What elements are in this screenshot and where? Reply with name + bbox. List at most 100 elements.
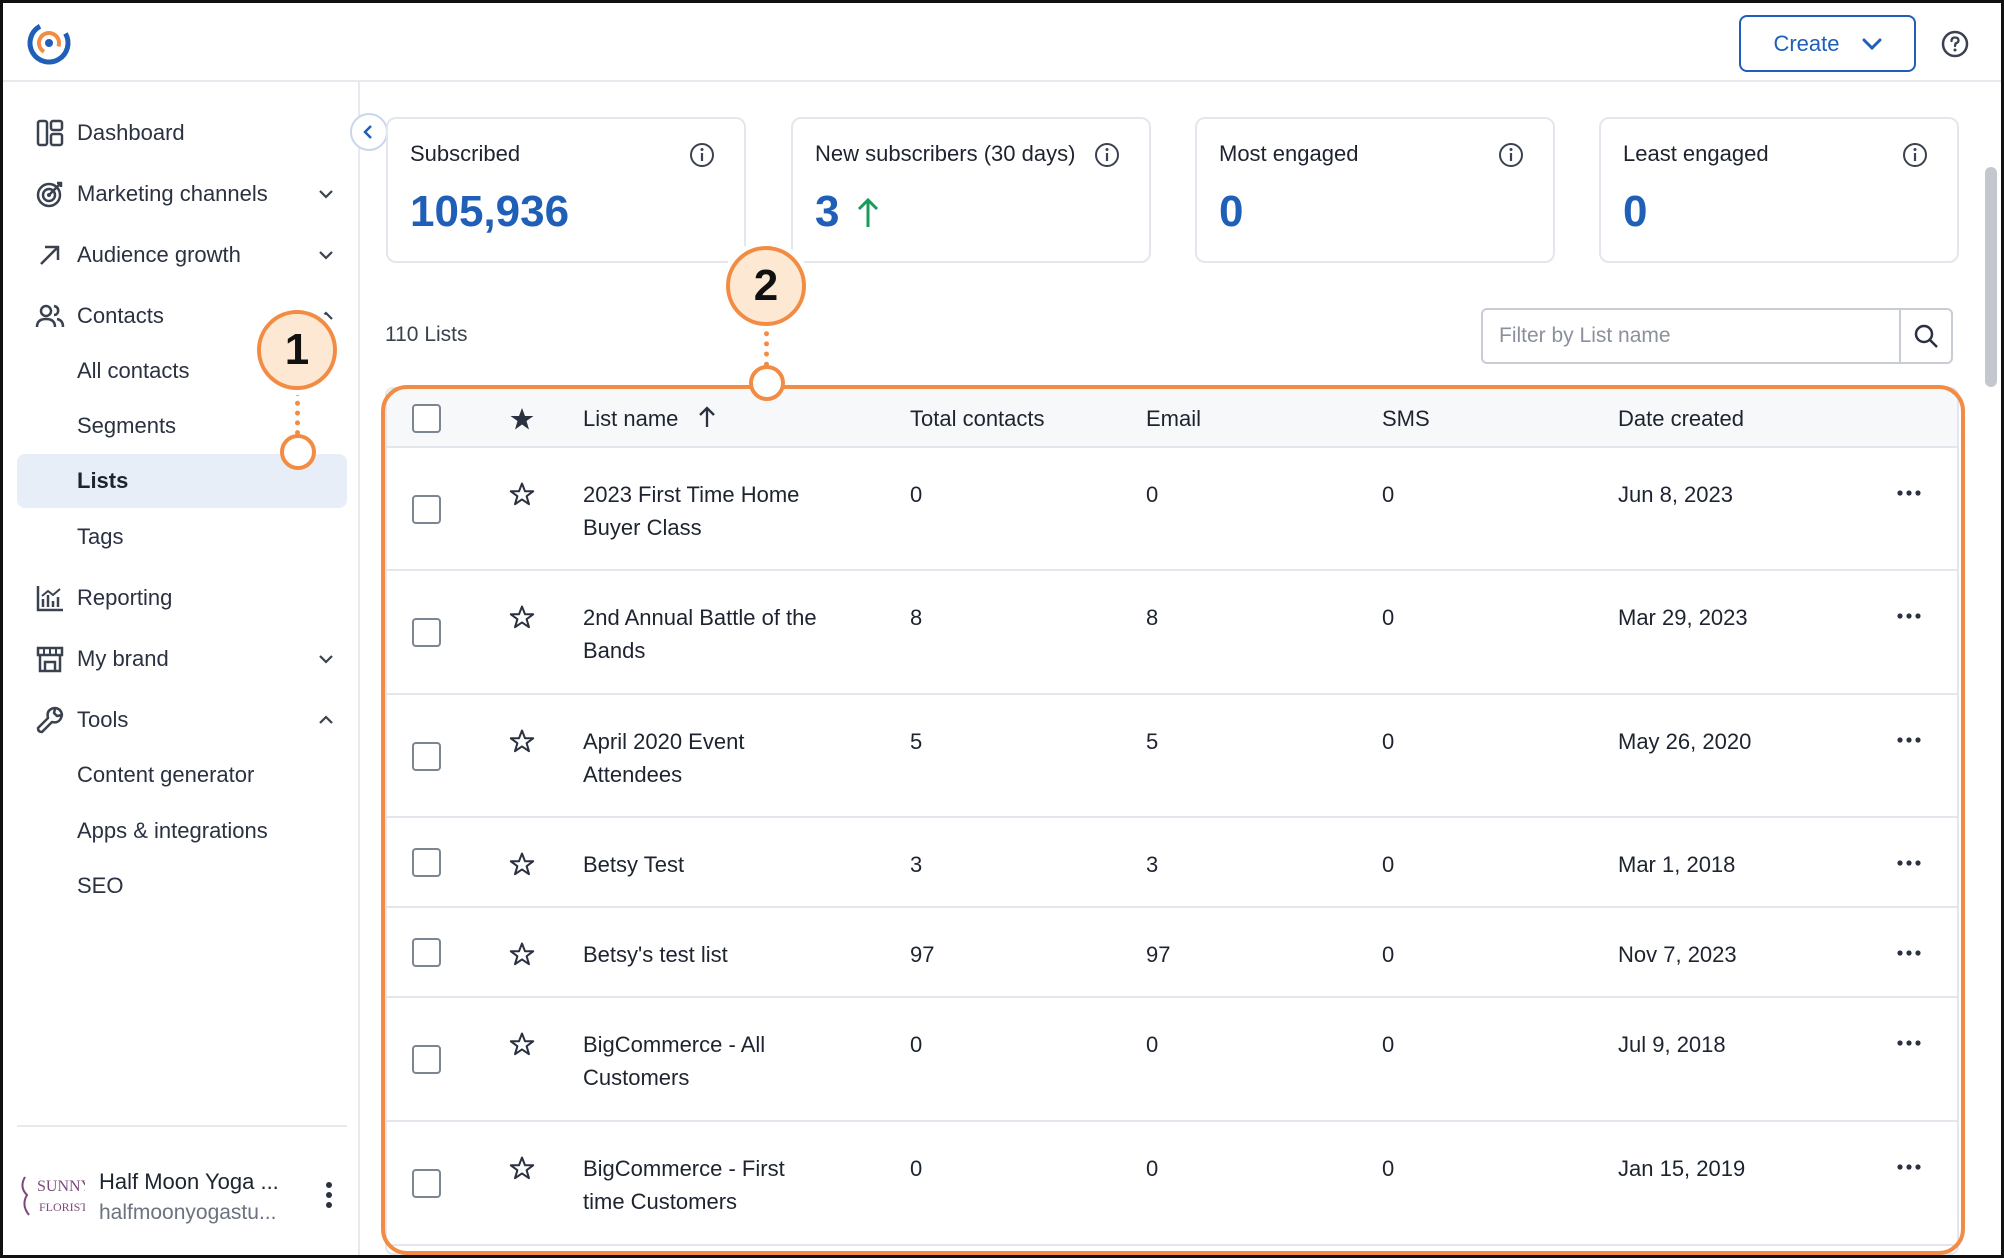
table-row[interactable]: 2023 First Time Home Buyer Class 0 0 0 Jun 8,… xyxy=(387,448,1957,571)
callout-anchor xyxy=(280,434,316,470)
sort-ascending-icon[interactable] xyxy=(697,405,717,429)
date-created-cell: Jun 8, 2023 xyxy=(1618,482,1733,507)
table-row[interactable]: April 2020 Event Attendees 5 5 0 May 26, 2020 xyxy=(387,695,1957,818)
row-checkbox[interactable] xyxy=(412,1045,441,1074)
avatar: SUNNY'S FLORIST xyxy=(21,1176,85,1216)
column-header-email[interactable]: Email xyxy=(1146,406,1202,431)
callout-badge-2: 2 xyxy=(726,246,806,326)
collapse-sidebar-button[interactable] xyxy=(350,113,388,151)
list-name-cell[interactable]: BigCommerce - First time Customers xyxy=(583,1152,785,1218)
star-outline-icon[interactable] xyxy=(509,728,535,754)
lists-table: List name Total contacts Email SMS Date … xyxy=(385,387,1959,1255)
sidebar-item-dashboard[interactable]: Dashboard xyxy=(17,106,347,160)
total-contacts-cell: 0 xyxy=(910,1032,923,1057)
sidebar-item-tags[interactable]: Tags xyxy=(17,510,347,564)
star-outline-icon[interactable] xyxy=(509,481,535,507)
sidebar-item-seo[interactable]: SEO xyxy=(17,859,347,913)
star-outline-icon[interactable] xyxy=(509,941,535,967)
search-button[interactable] xyxy=(1899,310,1951,362)
row-checkbox[interactable] xyxy=(412,1169,441,1198)
sidebar-item-contacts[interactable]: Contacts xyxy=(17,289,347,343)
more-actions-icon[interactable] xyxy=(1896,858,1922,868)
help-icon[interactable] xyxy=(1940,29,1970,59)
row-checkbox[interactable] xyxy=(412,618,441,647)
sidebar-item-apps-integrations[interactable]: Apps & integrations xyxy=(17,804,347,858)
list-name-line: Betsy Test xyxy=(583,852,685,877)
table-row[interactable]: BigCommerce - First time Customers 0 0 0 Jan … xyxy=(387,1122,1957,1246)
callout-badge-1: 1 xyxy=(257,310,337,390)
date-created-cell: May 26, 2020 xyxy=(1618,729,1752,754)
sidebar-item-my-brand[interactable]: My brand xyxy=(17,632,347,686)
constant-contact-logo-icon[interactable] xyxy=(25,19,73,67)
date-created-cell: Jul 9, 2018 xyxy=(1618,1032,1726,1057)
account-switcher[interactable]: SUNNY'S FLORIST Half Moon Yoga ... halfm… xyxy=(17,1125,347,1245)
list-name-line: BigCommerce - First xyxy=(583,1156,785,1181)
sidebar-item-segments[interactable]: Segments xyxy=(17,399,347,453)
list-name-cell[interactable]: 2023 First Time Home Buyer Class xyxy=(583,478,799,544)
star-outline-icon[interactable] xyxy=(509,1155,535,1181)
row-checkbox[interactable] xyxy=(412,742,441,771)
sms-count-cell: 0 xyxy=(1382,942,1395,967)
list-name-cell[interactable]: Betsy Test xyxy=(583,848,684,881)
stat-card-most-engaged: Most engaged 0 xyxy=(1195,117,1555,263)
scrollbar[interactable] xyxy=(1985,167,1997,387)
more-actions-icon[interactable] xyxy=(1896,1038,1922,1048)
column-header-sms[interactable]: SMS xyxy=(1382,406,1430,431)
column-header-date-created[interactable]: Date created xyxy=(1618,406,1744,431)
info-icon[interactable] xyxy=(1093,141,1121,169)
table-row[interactable]: Betsy Test 3 3 0 Mar 1, 2018 xyxy=(387,818,1957,908)
sidebar-item-all-contacts[interactable]: All contacts xyxy=(17,344,347,398)
sidebar-item-tools[interactable]: Tools xyxy=(17,693,347,747)
vertical-more-icon[interactable] xyxy=(317,1177,341,1213)
more-actions-icon[interactable] xyxy=(1896,611,1922,621)
star-outline-icon[interactable] xyxy=(509,851,535,877)
more-actions-icon[interactable] xyxy=(1896,488,1922,498)
info-icon[interactable] xyxy=(1497,141,1525,169)
table-row[interactable]: BigCommerce - All Customers 0 0 0 Jul 9, 2018 xyxy=(387,998,1957,1122)
callout-number: 1 xyxy=(284,325,310,374)
more-actions-icon[interactable] xyxy=(1896,735,1922,745)
list-name-cell[interactable]: April 2020 Event Attendees xyxy=(583,725,744,791)
date-created-cell: Jan 15, 2019 xyxy=(1618,1156,1746,1181)
star-filled-icon[interactable] xyxy=(509,406,535,432)
stat-card-subscribed: Subscribed 105,936 xyxy=(386,117,746,263)
row-checkbox[interactable] xyxy=(412,848,441,877)
stat-value: 0 xyxy=(1219,187,1244,236)
table-row[interactable]: 2nd Annual Battle of the Bands 8 8 0 Mar 29, … xyxy=(387,571,1957,695)
more-actions-icon[interactable] xyxy=(1896,1162,1922,1172)
email-count-cell: 5 xyxy=(1146,729,1159,754)
account-email: halfmoonyogastu... xyxy=(99,1201,277,1224)
filter-input[interactable] xyxy=(1483,310,1899,362)
list-name-cell[interactable]: 2nd Annual Battle of the Bands xyxy=(583,601,817,667)
sidebar-item-content-generator[interactable]: Content generator xyxy=(17,748,347,802)
sidebar-item-label: Lists xyxy=(77,468,129,493)
star-outline-icon[interactable] xyxy=(509,604,535,630)
sidebar-item-label: Dashboard xyxy=(77,120,185,145)
sidebar-item-marketing-channels[interactable]: Marketing channels xyxy=(17,167,347,221)
create-button[interactable]: Create xyxy=(1739,15,1916,72)
sms-count-cell: 0 xyxy=(1382,482,1395,507)
storefront-icon xyxy=(36,646,64,673)
more-actions-icon[interactable] xyxy=(1896,948,1922,958)
list-name-cell[interactable]: Betsy's test list xyxy=(583,938,728,971)
table-row[interactable]: Betsy's test list 97 97 0 Nov 7, 2023 xyxy=(387,908,1957,998)
sidebar-item-label: Reporting xyxy=(77,585,173,610)
sms-count-cell: 0 xyxy=(1382,1156,1395,1181)
column-header-total-contacts[interactable]: Total contacts xyxy=(910,406,1045,431)
column-header-list-name[interactable]: List name xyxy=(583,406,679,431)
row-checkbox[interactable] xyxy=(412,495,441,524)
sidebar-item-label: Contacts xyxy=(77,303,164,328)
svg-text:SUNNY'S: SUNNY'S xyxy=(37,1178,85,1195)
star-outline-icon[interactable] xyxy=(509,1031,535,1057)
sidebar-item-audience-growth[interactable]: Audience growth xyxy=(17,228,347,282)
info-icon[interactable] xyxy=(1901,141,1929,169)
chevron-down-icon xyxy=(319,251,333,260)
select-all-checkbox[interactable] xyxy=(412,404,441,433)
arrow-up-right-icon xyxy=(40,245,60,265)
sidebar-item-reporting[interactable]: Reporting xyxy=(17,571,347,625)
info-icon[interactable] xyxy=(688,141,716,169)
row-checkbox[interactable] xyxy=(412,938,441,967)
target-icon xyxy=(36,181,63,208)
list-name-cell[interactable]: BigCommerce - All Customers xyxy=(583,1028,765,1094)
total-contacts-cell: 0 xyxy=(910,1156,923,1181)
